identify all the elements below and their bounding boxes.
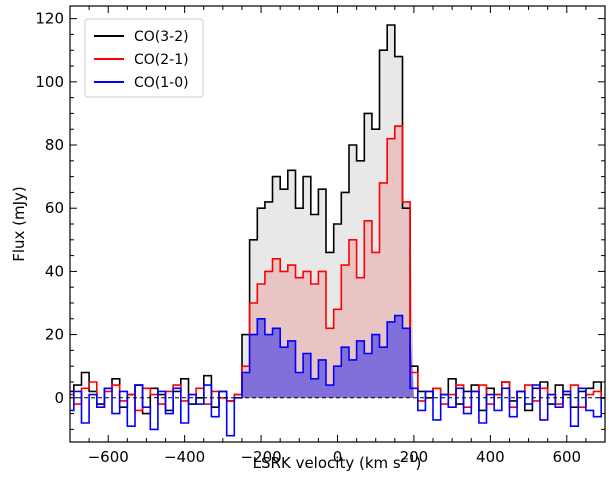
y-axis-label: Flux (mJy) bbox=[10, 186, 28, 262]
x-tick-label: 600 bbox=[552, 448, 581, 466]
series-fills bbox=[242, 25, 414, 398]
legend: CO(3-2) CO(2-1) CO(1-0) bbox=[84, 18, 204, 98]
plot-frame bbox=[69, 5, 606, 443]
axis-ticks: −600 −400 −200 0 200 400 600 0 20 40 60 80 100 120 bbox=[35, 6, 606, 466]
series-fill-1 bbox=[242, 126, 414, 398]
series-lines bbox=[70, 24, 605, 437]
legend-box bbox=[84, 18, 204, 98]
series-fill-2 bbox=[242, 315, 414, 398]
y-tick-label: 60 bbox=[45, 199, 64, 217]
x-tick-label: −400 bbox=[164, 448, 205, 466]
y-tick-label: 120 bbox=[35, 10, 64, 28]
x-tick-label: 400 bbox=[476, 448, 505, 466]
x-tick-label: −200 bbox=[240, 448, 281, 466]
y-tick-label: 20 bbox=[45, 326, 64, 344]
x-axis-label: LSRK velocity (km s−1) bbox=[253, 454, 422, 472]
y-tick-label: 100 bbox=[35, 73, 64, 91]
y-tick-label: 0 bbox=[54, 389, 64, 407]
y-tick-label: 80 bbox=[45, 136, 64, 154]
x-tick-label: 200 bbox=[400, 448, 429, 466]
y-tick-label: 40 bbox=[45, 262, 64, 280]
x-tick-label: −600 bbox=[88, 448, 129, 466]
series-line-2 bbox=[70, 314, 605, 437]
legend-label: CO(2-1) bbox=[134, 52, 189, 68]
x-axis-label-end: ) bbox=[415, 454, 421, 472]
legend-label: CO(3-2) bbox=[134, 29, 189, 45]
x-tick-label: 0 bbox=[333, 448, 343, 466]
x-axis-label-superscript: −1 bbox=[401, 454, 416, 465]
legend-label: CO(1-0) bbox=[134, 75, 189, 91]
x-axis-label-main: LSRK velocity (km s bbox=[253, 454, 401, 472]
